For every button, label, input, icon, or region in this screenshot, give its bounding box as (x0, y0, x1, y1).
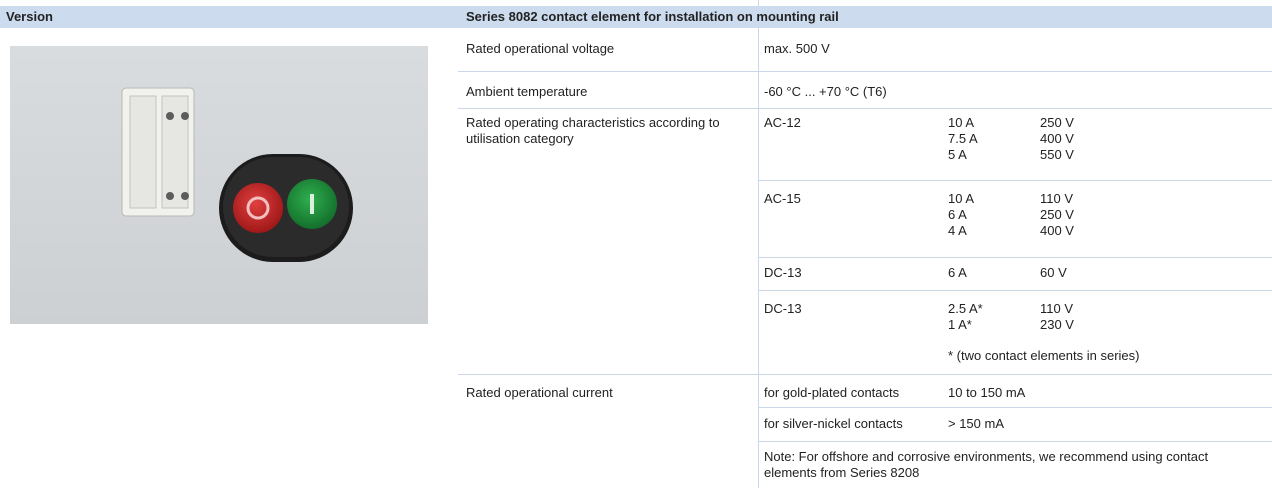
category: AC-12 (764, 115, 801, 131)
header-row: Version Series 8082 contact element for … (0, 6, 1272, 28)
spec-label: Rated operational current (466, 385, 613, 401)
rating-voltage: 250 V (1040, 115, 1074, 131)
current-condition: for gold-plated contacts (764, 385, 899, 401)
row-border (758, 407, 1272, 408)
rating-current: 1 A* (948, 317, 972, 333)
rating-current: 6 A (948, 207, 967, 223)
rating-current: 7.5 A (948, 131, 978, 147)
row-border (758, 441, 1272, 442)
row-border (458, 71, 1272, 72)
current-value: 10 to 150 mA (948, 385, 1025, 401)
rating-current: 6 A (948, 265, 967, 281)
note: Note: For offshore and corrosive environ… (764, 449, 1264, 481)
spec-value: -60 °C ... +70 °C (T6) (764, 84, 887, 100)
row-border (758, 290, 1272, 291)
rating-voltage: 550 V (1040, 147, 1074, 163)
rating-current: 10 A (948, 191, 974, 207)
rating-voltage: 400 V (1040, 223, 1074, 239)
current-condition: for silver-nickel contacts (764, 416, 903, 432)
rating-current: 4 A (948, 223, 967, 239)
rating-current: 2.5 A* (948, 301, 983, 317)
rating-voltage: 110 V (1040, 301, 1073, 317)
rating-voltage: 400 V (1040, 131, 1074, 147)
spec-value: max. 500 V (764, 41, 830, 57)
product-image (10, 46, 428, 324)
spec-label: Ambient temperature (466, 84, 587, 100)
rating-voltage: 230 V (1040, 317, 1074, 333)
rating-current: 5 A (948, 147, 967, 163)
rating-voltage: 250 V (1040, 207, 1074, 223)
row-border (758, 180, 1272, 181)
row-border (758, 257, 1272, 258)
header-version: Version (6, 9, 53, 25)
rating-current: 10 A (948, 115, 974, 131)
current-value: > 150 mA (948, 416, 1004, 432)
rating-voltage: 60 V (1040, 265, 1067, 281)
category: AC-15 (764, 191, 801, 207)
spec-label: Rated operational voltage (466, 41, 614, 57)
spec-label: Rated operating characteristics accordin… (466, 115, 756, 147)
row-border (458, 108, 1272, 109)
page: Version Series 8082 contact element for … (0, 0, 1272, 488)
rating-voltage: 110 V (1040, 191, 1073, 207)
category: DC-13 (764, 265, 802, 281)
row-border (458, 374, 1272, 375)
column-divider (758, 28, 759, 488)
footnote: * (two contact elements in series) (948, 348, 1139, 364)
category: DC-13 (764, 301, 802, 317)
header-title: Series 8082 contact element for installa… (466, 9, 839, 25)
